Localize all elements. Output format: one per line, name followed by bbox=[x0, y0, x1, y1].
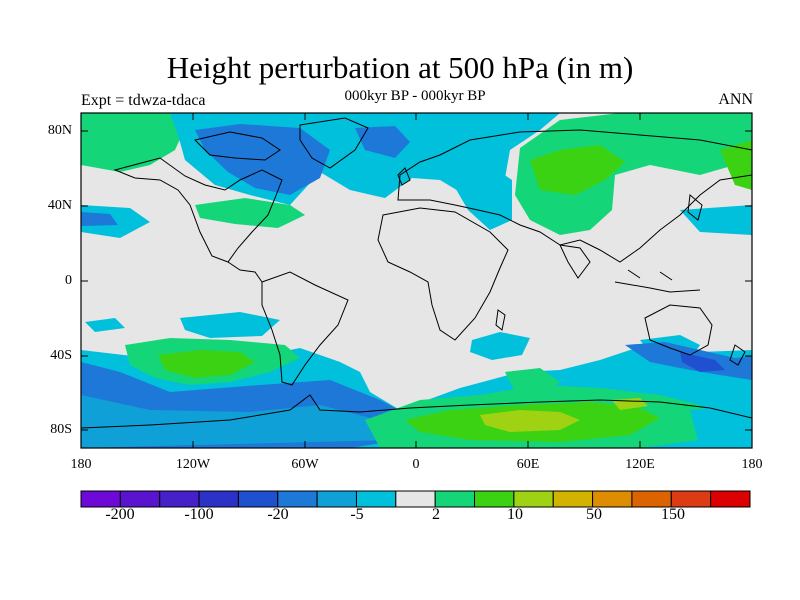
coastline-indonesia bbox=[614, 269, 701, 293]
coastline-japan bbox=[687, 194, 703, 221]
colorbar-box-1 bbox=[80, 490, 121, 508]
colorbar-box-16 bbox=[670, 490, 712, 508]
colorbar-box-17 bbox=[710, 490, 751, 508]
colorbar-label-6: 10 bbox=[507, 506, 523, 523]
colorbar-box-3 bbox=[159, 490, 200, 508]
contour-fill-south-pacific-bright bbox=[158, 350, 255, 378]
colorbar-label-2: -100 bbox=[184, 506, 214, 523]
plot-subtitle: 000kyr BP - 000kyr BP bbox=[344, 88, 486, 104]
colorbar-box-4 bbox=[198, 490, 239, 508]
contour-field bbox=[81, 113, 752, 448]
contour-fill-south-pacific-cyan bbox=[180, 312, 280, 338]
lon-label-120e: 120E bbox=[625, 457, 655, 472]
colorbar-box-13 bbox=[552, 490, 594, 508]
colorbar-box-8 bbox=[355, 490, 397, 508]
coastline-south-america bbox=[261, 271, 349, 386]
coastline-new-zealand bbox=[729, 344, 746, 366]
colorbar-box-11 bbox=[474, 490, 515, 508]
contour-fill-indian-cyan bbox=[470, 332, 530, 360]
colorbar-box-14 bbox=[592, 490, 633, 508]
coastline-australia bbox=[644, 304, 713, 356]
contour-fill-pacific-north bbox=[81, 113, 185, 172]
lon-label-180e: 180 bbox=[741, 457, 763, 472]
lon-label-60w: 60W bbox=[291, 457, 319, 472]
coastline-antarctica bbox=[81, 394, 752, 429]
colorbar-box-7 bbox=[316, 490, 357, 508]
lat-label-40s: 40S bbox=[50, 348, 72, 363]
plot-title: Height perturbation at 500 hPa (in m) bbox=[166, 50, 634, 85]
contour-fill-arctic-blue bbox=[355, 126, 410, 158]
colorbar-label-3: -20 bbox=[267, 506, 289, 523]
contour-fill-north-pacific-blue bbox=[81, 212, 118, 226]
coastline-uk bbox=[397, 167, 411, 186]
colorbar-box-12 bbox=[513, 490, 554, 508]
contour-fill-siberia-green bbox=[515, 113, 752, 235]
lon-label-60e: 60E bbox=[516, 457, 540, 472]
colorbar-label-5: 2 bbox=[432, 506, 440, 523]
colorbar-box-5 bbox=[237, 490, 279, 508]
season-label: ANN bbox=[718, 91, 753, 108]
coastlines bbox=[81, 117, 752, 429]
coastline-greenland bbox=[299, 117, 369, 169]
contour-fill-south-pacific-cyan-west bbox=[85, 318, 125, 332]
coastline-eurasia bbox=[397, 129, 752, 263]
contour-fill-indian-south-darkblue bbox=[680, 352, 725, 372]
colorbar-box-15 bbox=[631, 490, 672, 508]
contour-fill-asia-bright-green bbox=[530, 145, 625, 195]
coastline-india bbox=[559, 244, 591, 279]
contour-fill-atlantic-green bbox=[195, 198, 305, 228]
coastline-africa bbox=[377, 207, 509, 341]
lat-label-80s: 80S bbox=[50, 422, 72, 437]
coastline-canadian-arctic bbox=[194, 131, 281, 161]
lat-label-equator: 0 bbox=[65, 273, 72, 288]
coastline-central-america bbox=[227, 261, 263, 283]
contour-fill-west-pacific-cyan bbox=[680, 205, 752, 235]
colorbar-label-8: 150 bbox=[661, 506, 685, 523]
coastline-north-america bbox=[113, 157, 283, 263]
lon-label-180w: 180 bbox=[70, 457, 92, 472]
lon-label-0: 0 bbox=[412, 457, 420, 472]
coastline-madagascar bbox=[495, 309, 506, 331]
colorbar-box-9 bbox=[395, 490, 436, 508]
contour-fill-antarctic-yellow-green bbox=[480, 410, 580, 432]
colorbar-label-4: -5 bbox=[350, 506, 364, 523]
experiment-label: Expt = tdwza-tdaca bbox=[81, 92, 206, 109]
contour-fill-asia-bright-green-east bbox=[720, 140, 752, 190]
contour-fill-southern-ocean-cyan-2 bbox=[81, 395, 390, 448]
colorbar-label-1: -200 bbox=[105, 506, 135, 523]
lat-label-40n: 40N bbox=[47, 198, 72, 213]
lon-label-120w: 120W bbox=[175, 457, 211, 472]
lat-label-80n: 80N bbox=[47, 123, 72, 138]
contour-fill-dateline-cyan bbox=[690, 405, 752, 448]
colorbar-box-6 bbox=[277, 490, 318, 508]
colorbar-label-7: 50 bbox=[586, 506, 602, 523]
colorbar-box-10 bbox=[434, 490, 476, 508]
axis-ticks bbox=[81, 113, 752, 448]
colorbar-box-2 bbox=[119, 490, 161, 508]
colorbar bbox=[80, 490, 751, 508]
